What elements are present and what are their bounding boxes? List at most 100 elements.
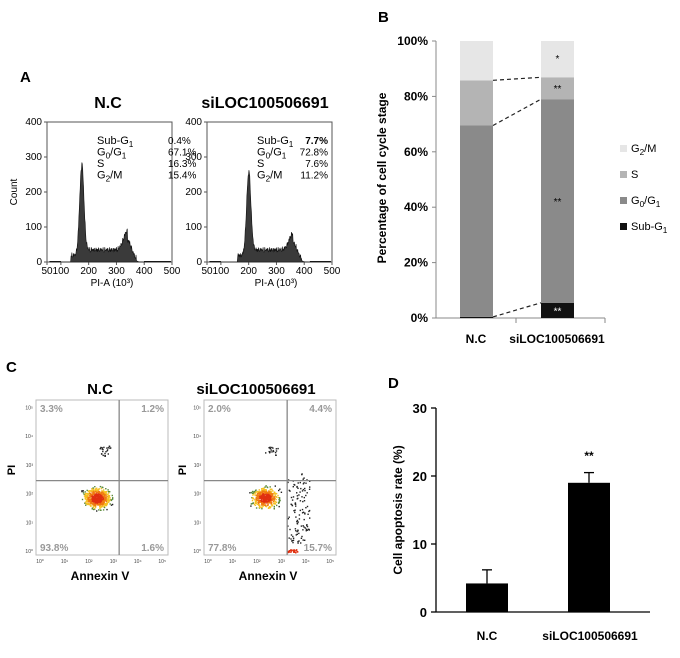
scatter-point	[93, 508, 95, 511]
scatter-point	[94, 501, 96, 504]
scatter-point	[85, 504, 87, 506]
scatter-point	[266, 496, 268, 498]
stack-significance: **	[554, 84, 562, 95]
scatter-point	[99, 448, 101, 450]
scatter-point	[275, 448, 278, 450]
scatter-point	[253, 491, 255, 493]
scatter-point	[295, 530, 297, 532]
scatter-point	[97, 493, 100, 495]
scatter-xtick-label: 10⁰	[36, 559, 44, 565]
scatter-point	[89, 493, 91, 495]
scatter-point	[296, 522, 298, 525]
scatter-point	[262, 493, 264, 495]
scatter-point	[267, 502, 270, 504]
scatter-point	[100, 502, 102, 504]
scatter-point	[305, 482, 307, 484]
stack-category-si: siLOC100506691	[509, 332, 605, 346]
scatter-point	[269, 488, 271, 490]
scatter-xtick-label: 10⁰	[204, 559, 212, 565]
scatter-point	[293, 551, 295, 553]
scatter-point	[296, 551, 299, 553]
scatter-point	[263, 492, 266, 495]
scatter-point	[265, 492, 267, 494]
scatter-point	[101, 490, 103, 492]
scatter-point	[258, 490, 260, 493]
scatter-point	[267, 500, 269, 503]
scatter-point	[84, 496, 86, 498]
scatter-point	[278, 489, 280, 492]
scatter-point	[111, 503, 114, 506]
scatter-point	[96, 490, 98, 492]
scatter-point	[257, 501, 259, 504]
scatter-point	[97, 503, 100, 505]
scatter-point	[268, 500, 270, 503]
scatter-point	[275, 454, 277, 456]
scatter-point	[105, 492, 107, 494]
scatter-point	[300, 542, 302, 544]
scatter-point	[97, 497, 99, 499]
scatter-point	[256, 499, 258, 501]
hist-xtick-label: 50	[201, 266, 213, 277]
scatter-point	[269, 490, 271, 492]
scatter-point	[300, 525, 303, 527]
scatter-point	[304, 513, 306, 515]
hist-xlabel-nc: PI-A (10³)	[91, 278, 134, 289]
scatter-point	[264, 501, 266, 503]
scatter-point	[89, 501, 91, 503]
scatter-point	[105, 494, 107, 496]
panel-label-b: B	[378, 9, 389, 26]
scatter-point	[274, 492, 276, 494]
scatter-point	[288, 550, 291, 552]
scatter-point	[90, 495, 92, 497]
hist-xtick-label: 100	[53, 266, 70, 277]
scatter-point	[266, 493, 268, 495]
scatter-point	[266, 491, 269, 494]
scatter-point	[250, 505, 252, 507]
scatter-xlabel-si: Annexin V	[239, 569, 298, 583]
scatter-point	[306, 529, 308, 531]
scatter-point	[291, 504, 294, 507]
hist-ytick-label: 400	[25, 117, 42, 128]
scatter-point	[296, 530, 298, 533]
scatter-point	[102, 509, 105, 511]
scatter-point	[86, 496, 88, 498]
scatter-point	[304, 487, 306, 490]
scatter-point	[102, 454, 104, 457]
scatter-point	[290, 496, 293, 499]
scatter-point	[97, 495, 99, 498]
scatter-point	[268, 496, 271, 499]
scatter-point	[263, 499, 265, 502]
scatter-point	[95, 496, 97, 498]
hist-stat-label: S	[257, 158, 264, 170]
scatter-point	[268, 447, 270, 449]
scatter-point	[277, 494, 279, 497]
hist-ytick-label: 200	[25, 187, 42, 198]
scatter-ytick-label: 10⁵	[25, 405, 33, 411]
hist-stat-label: G2/M	[257, 170, 282, 184]
scatter-point	[274, 485, 276, 487]
scatter-point	[296, 533, 298, 535]
scatter-point	[258, 492, 260, 495]
scatter-point	[295, 516, 297, 518]
scatter-point	[257, 496, 259, 498]
stack-segment-sub-g1	[541, 302, 574, 318]
scatter-point	[260, 499, 263, 501]
scatter-point	[254, 500, 257, 502]
scatter-point	[298, 514, 301, 516]
scatter-point	[86, 492, 88, 495]
scatter-point	[294, 509, 296, 511]
scatter-point	[273, 496, 276, 498]
scatter-point	[259, 504, 261, 506]
panel-label-a: A	[20, 69, 31, 86]
scatter-point	[279, 488, 281, 490]
scatter-point	[261, 498, 263, 500]
hist-curve	[209, 170, 331, 263]
scatter-point	[100, 492, 102, 495]
scatter-point	[101, 503, 103, 506]
scatter-point	[290, 550, 293, 552]
scatter-point	[273, 493, 275, 495]
scatter-point	[96, 502, 99, 504]
hist-xtick-label: 300	[268, 266, 285, 277]
scatter-point	[276, 504, 278, 507]
scatter-point	[296, 549, 298, 551]
